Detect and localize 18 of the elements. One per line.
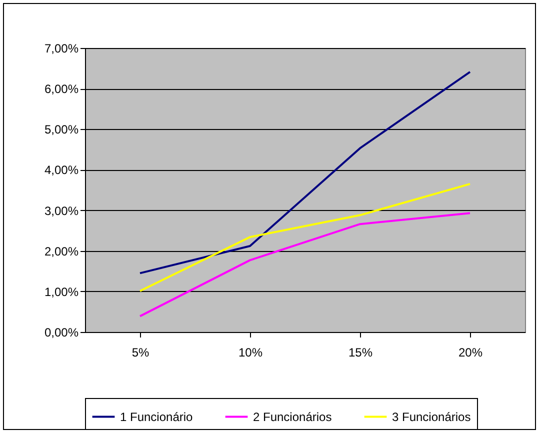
x-tick-label: 20%: [458, 346, 483, 360]
line-series: [139, 182, 471, 292]
y-tick-label: 6,00%: [44, 82, 79, 96]
line-series: [139, 212, 471, 318]
legend-label: 2 Funcionários: [253, 410, 332, 424]
x-tick-label: 5%: [132, 346, 150, 360]
y-tick-label: 5,00%: [44, 122, 79, 137]
y-tick-label: 2,00%: [44, 244, 79, 258]
legend-label: 1 Funcionário: [120, 410, 194, 424]
y-tick-label: 0,00%: [44, 326, 79, 340]
line-series: [139, 70, 471, 274]
y-tick-label: 7,00%: [44, 42, 79, 56]
y-tick-label: 1,00%: [44, 284, 79, 299]
x-tick-label: 15%: [348, 346, 373, 360]
y-tick-label: 3,00%: [44, 204, 79, 218]
y-tick-label: 4,00%: [44, 163, 79, 178]
legend-label: 3 Funcionários: [392, 410, 471, 424]
x-tick-label: 10%: [238, 346, 263, 360]
